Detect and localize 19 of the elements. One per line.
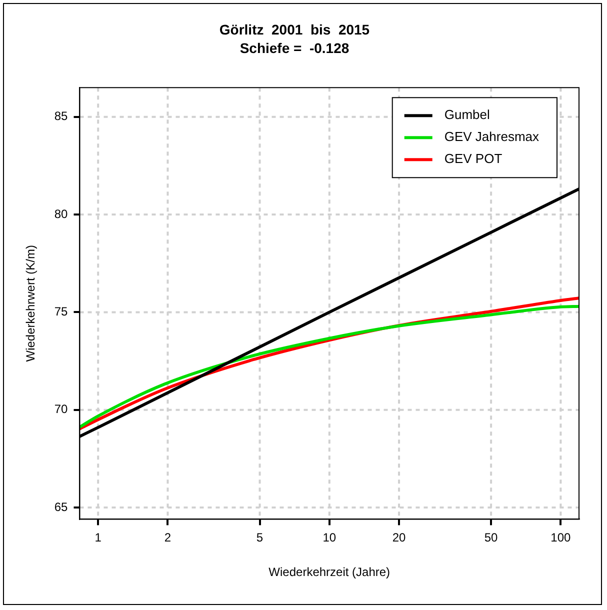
x-tick-label: 10 [322, 530, 336, 545]
chart-title: Görlitz 2001 bis 2015 [219, 21, 370, 38]
y-tick-label: 80 [54, 206, 68, 221]
chart-subtitle: Schiefe = -0.128 [240, 40, 350, 56]
x-tick-label: 20 [392, 530, 406, 545]
y-tick-label: 65 [54, 500, 68, 514]
y-axis-title: Wiederkehrwert (K/m) [24, 245, 38, 362]
y-tick-label: 75 [54, 304, 68, 318]
x-axis-title: Wiederkehrzeit (Jahre) [268, 565, 390, 580]
x-tick-label: 1 [94, 530, 102, 545]
x-tick-label: 100 [550, 530, 572, 545]
legend-label: GEV POT [444, 151, 502, 166]
y-tick-label: 70 [54, 402, 68, 416]
y-tick-label: 85 [54, 109, 68, 124]
x-tick-label: 2 [164, 530, 172, 545]
legend-label: Gumbel [444, 107, 490, 122]
x-tick-label: 50 [484, 530, 498, 545]
legend-label: GEV Jahresmax [444, 129, 540, 144]
x-tick-label: 5 [256, 530, 264, 545]
